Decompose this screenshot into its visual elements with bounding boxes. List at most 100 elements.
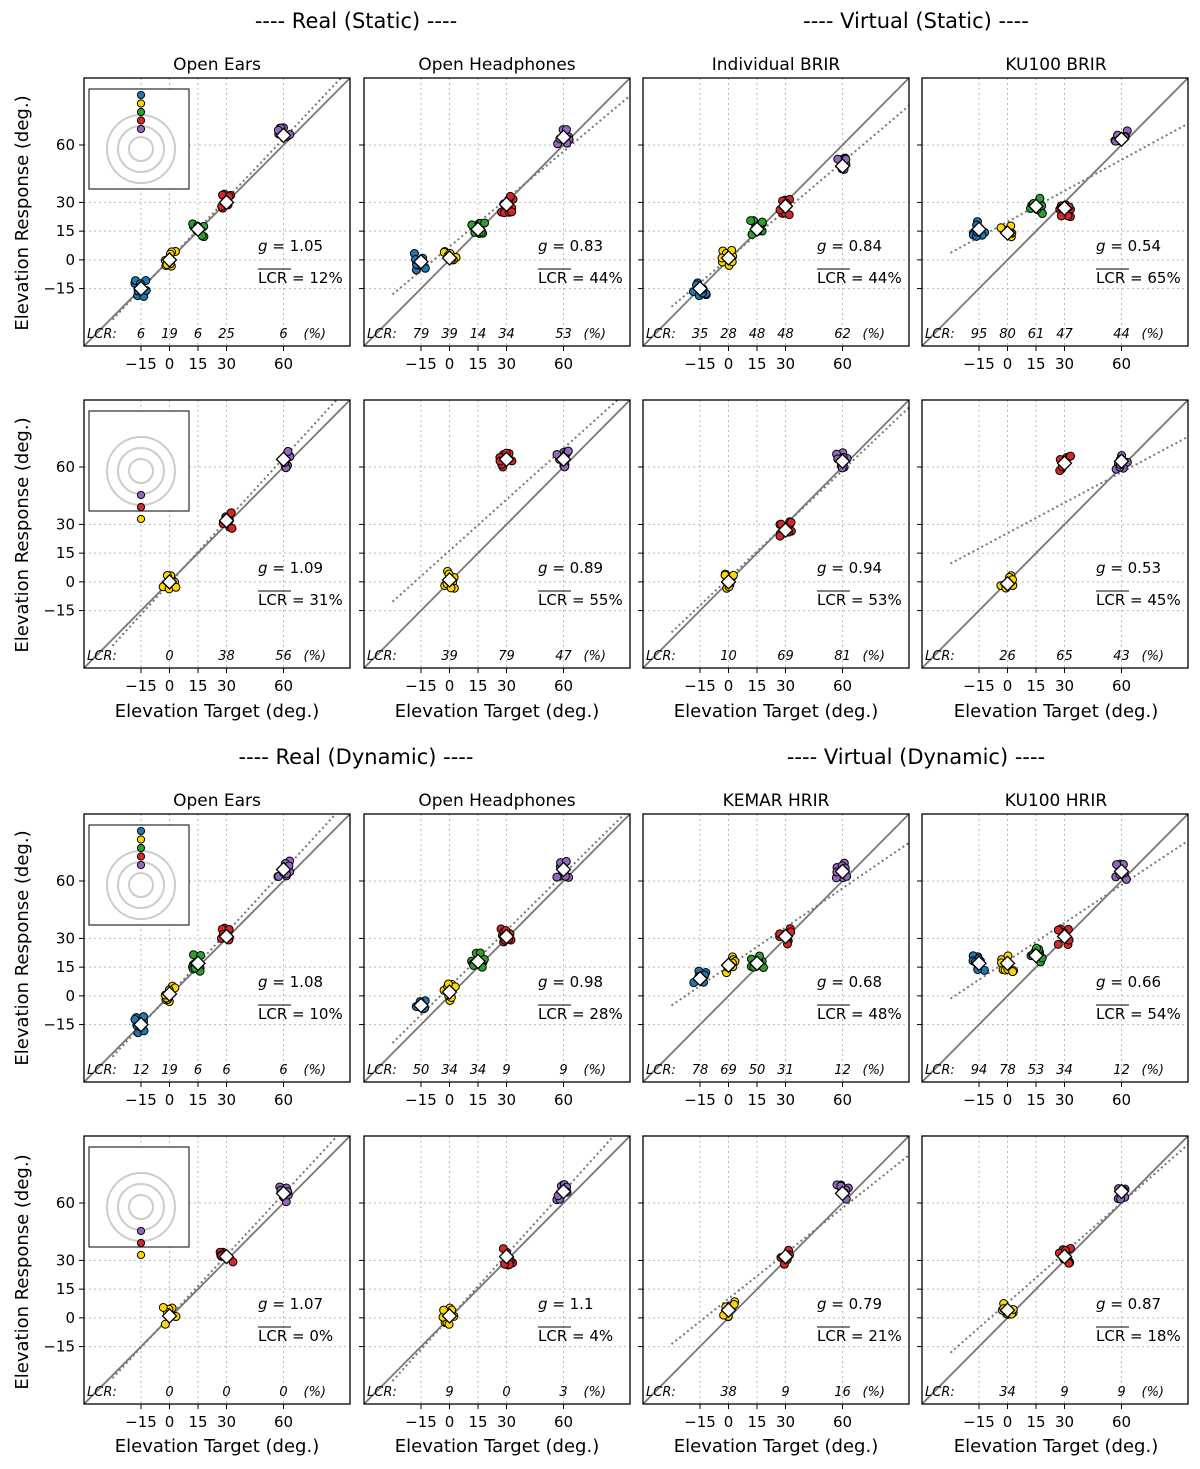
x-tick-label: −15 [125, 677, 157, 695]
lcr-mean-value: LCR = 28% [538, 1005, 623, 1023]
lcr-value: 0 [165, 1385, 173, 1400]
x-tick-label: 0 [724, 1091, 734, 1109]
mean-marker [161, 573, 178, 590]
y-tick-label: −15 [43, 280, 75, 298]
lcr-label: LCR: [87, 1385, 117, 1400]
lcr-value: 34 [441, 1063, 458, 1078]
column-title-dynamic-1: Open Ears [173, 791, 261, 811]
lcr-value: 39 [441, 649, 458, 664]
lcr-mean-value: LCR = 31% [258, 591, 343, 609]
x-tick-label: 30 [776, 355, 795, 373]
xlabel-dynamic-2: Elevation Target (deg.) [395, 1436, 599, 1457]
y-tick-label: 15 [56, 1280, 75, 1298]
mean-marker [692, 970, 708, 987]
lcr-value: 34 [498, 327, 515, 342]
mean-marker [1113, 131, 1130, 148]
fit-line [391, 1136, 615, 1382]
lcr-value: 12 [133, 1063, 150, 1078]
lcr-mean-value: LCR = 21% [817, 1327, 902, 1345]
mean-marker [1056, 455, 1073, 472]
x-tick-label: 15 [188, 1091, 207, 1109]
mean-marker [1056, 928, 1073, 945]
x-tick-label: −15 [405, 1413, 437, 1431]
mean-marker [441, 1308, 458, 1324]
column-title-static-4: KU100 BRIR [1005, 55, 1106, 75]
g-value: g = 0.53 [1096, 559, 1161, 577]
panel-content [84, 814, 350, 1082]
inset-speaker [136, 490, 146, 500]
lcr-value: 95 [971, 327, 988, 342]
lcr-value: 50 [749, 1063, 766, 1078]
y-tick-label: 30 [56, 193, 75, 211]
xlabel-static-1: Elevation Target (deg.) [115, 701, 319, 722]
lcr-value: 6 [222, 1063, 230, 1078]
x-tick-label: −15 [684, 1413, 716, 1431]
g-value: g = 0.94 [817, 559, 882, 577]
inset-ring [128, 1194, 154, 1220]
mean-marker [999, 225, 1016, 241]
mean-marker [1113, 453, 1130, 470]
x-tick-label: 60 [1112, 677, 1131, 695]
mean-marker [161, 986, 178, 1002]
fit-line [391, 814, 626, 1044]
x-tick-label: −15 [963, 355, 995, 373]
lcr-value: 80 [999, 327, 1016, 342]
lcr-mean-value: LCR = 45% [1096, 591, 1181, 609]
lcr-value: 0 [165, 649, 173, 664]
panel-r1-c2: −15 0 15 30 60 g = 0.83 LCR = 44% LCR: 79 39 14 34 5… [359, 77, 631, 373]
lcr-unit: (%) [1142, 649, 1165, 664]
y-tick-label: 60 [56, 136, 75, 154]
g-value: g = 1.09 [258, 559, 323, 577]
lcr-value: 14 [470, 327, 487, 342]
x-tick-label: 0 [724, 1413, 734, 1431]
x-tick-label: 30 [1055, 355, 1074, 373]
x-tick-label: 15 [1026, 677, 1045, 695]
panel-content [643, 78, 909, 346]
panel-frame [642, 813, 910, 1083]
response-point [1008, 967, 1018, 977]
lcr-label: LCR: [367, 649, 397, 664]
y-tick-label: −15 [43, 602, 75, 620]
panel-content [364, 78, 630, 346]
g-value: g = 0.66 [1096, 973, 1161, 991]
x-tick-label: 15 [1026, 355, 1045, 373]
xlabel-dynamic-1: Elevation Target (deg.) [115, 1436, 319, 1457]
response-point [1053, 939, 1063, 949]
mean-marker [749, 221, 765, 238]
column-title-static-2: Open Headphones [418, 55, 575, 75]
x-tick-label: −15 [125, 355, 157, 373]
fit-line [950, 122, 1188, 254]
panel-frame [921, 813, 1189, 1083]
mean-marker [1056, 200, 1073, 217]
xlabel-dynamic-4: Elevation Target (deg.) [954, 1436, 1158, 1457]
x-tick-label: −15 [963, 1413, 995, 1431]
mean-marker [190, 221, 206, 238]
x-tick-label: 60 [833, 677, 852, 695]
lcr-label: LCR: [925, 1063, 955, 1078]
column-title-dynamic-4: KU100 HRIR [1005, 791, 1108, 811]
x-tick-label: 30 [1055, 677, 1074, 695]
identity-line [643, 78, 909, 346]
x-tick-label: 0 [445, 1413, 455, 1431]
g-value: g = 1.1 [538, 1295, 594, 1313]
mean-marker [555, 861, 572, 878]
mean-marker [441, 984, 458, 1000]
lcr-value: 28 [720, 327, 737, 342]
x-tick-label: 0 [165, 1091, 175, 1109]
x-tick-label: 60 [554, 1413, 573, 1431]
lcr-value: 9 [502, 1063, 510, 1078]
identity-line [643, 814, 909, 1082]
lcr-value: 94 [971, 1063, 988, 1078]
response-point [786, 517, 796, 527]
ylabel-row-1: Elevation Response (deg.) [12, 95, 33, 330]
panel-frame [83, 1135, 351, 1405]
panel-frame [363, 399, 631, 669]
mean-marker [720, 1302, 737, 1319]
lcr-label: LCR: [87, 649, 117, 664]
lcr-value: 38 [720, 1385, 737, 1400]
inset-speaker [136, 514, 146, 524]
lcr-label: LCR: [367, 1063, 397, 1078]
mean-marker [133, 280, 149, 297]
panel-frame [83, 399, 351, 669]
panel-frame [83, 813, 351, 1083]
